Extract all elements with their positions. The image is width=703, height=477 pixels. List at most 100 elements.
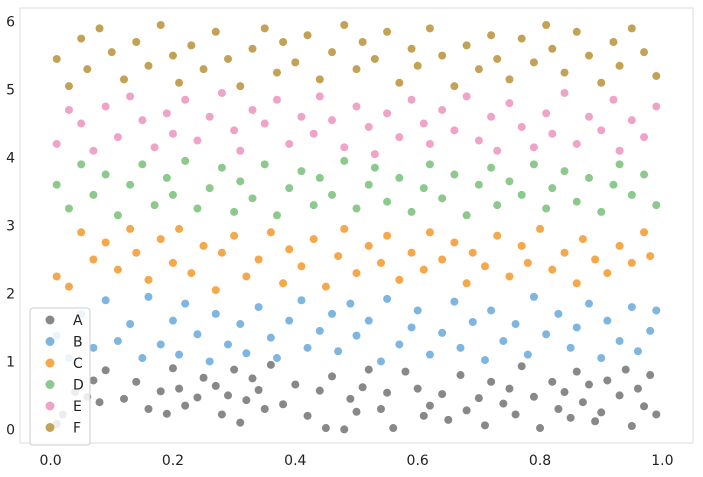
point-b-58 bbox=[652, 306, 661, 315]
point-a-4 bbox=[89, 376, 98, 385]
point-e-31 bbox=[407, 95, 416, 104]
point-e-44 bbox=[548, 129, 557, 138]
point-a-22 bbox=[242, 396, 251, 405]
point-a-10 bbox=[156, 387, 165, 396]
point-c-0 bbox=[52, 272, 61, 281]
point-a-40 bbox=[389, 424, 398, 433]
point-e-49 bbox=[609, 95, 618, 104]
point-a-65 bbox=[591, 417, 600, 426]
point-a-9 bbox=[144, 405, 153, 414]
point-b-8 bbox=[144, 292, 153, 301]
point-e-0 bbox=[52, 139, 61, 148]
point-c-22 bbox=[297, 262, 306, 271]
point-b-53 bbox=[603, 316, 612, 325]
point-d-5 bbox=[113, 211, 122, 220]
point-e-53 bbox=[652, 102, 661, 111]
point-a-23 bbox=[248, 374, 257, 383]
point-c-27 bbox=[352, 269, 361, 278]
point-f-38 bbox=[487, 31, 496, 40]
point-d-14 bbox=[217, 163, 226, 172]
y-tick-label: 1 bbox=[6, 354, 15, 370]
point-c-15 bbox=[217, 248, 226, 257]
point-d-21 bbox=[297, 167, 306, 176]
point-c-13 bbox=[199, 241, 208, 250]
point-c-1 bbox=[64, 282, 73, 291]
point-c-38 bbox=[468, 248, 477, 257]
y-tick-label: 0 bbox=[6, 422, 15, 438]
point-b-19 bbox=[254, 303, 263, 312]
point-f-36 bbox=[462, 41, 471, 50]
point-d-1 bbox=[64, 204, 73, 213]
point-f-13 bbox=[199, 65, 208, 74]
point-a-5 bbox=[95, 398, 104, 407]
point-f-1 bbox=[64, 82, 73, 91]
point-f-48 bbox=[597, 78, 606, 87]
point-c-33 bbox=[419, 265, 428, 274]
point-c-19 bbox=[266, 228, 275, 237]
point-e-37 bbox=[474, 136, 483, 145]
point-a-6 bbox=[101, 366, 110, 375]
point-f-41 bbox=[517, 34, 526, 43]
point-a-21 bbox=[236, 418, 245, 427]
point-e-43 bbox=[542, 109, 551, 118]
point-c-28 bbox=[364, 241, 373, 250]
point-e-11 bbox=[181, 95, 190, 104]
point-d-43 bbox=[542, 204, 551, 213]
legend-marker-a bbox=[45, 315, 55, 325]
point-c-14 bbox=[211, 286, 220, 295]
point-d-17 bbox=[248, 194, 257, 203]
point-b-33 bbox=[395, 340, 404, 349]
point-b-7 bbox=[138, 354, 147, 363]
legend-label-e: E bbox=[73, 399, 82, 415]
point-b-29 bbox=[352, 331, 361, 340]
point-a-66 bbox=[597, 408, 606, 417]
point-f-10 bbox=[168, 51, 177, 60]
point-d-36 bbox=[462, 211, 471, 220]
points-layer bbox=[52, 20, 661, 434]
point-d-25 bbox=[340, 156, 349, 165]
point-c-36 bbox=[450, 238, 459, 247]
point-d-35 bbox=[450, 170, 459, 179]
point-d-29 bbox=[383, 197, 392, 206]
point-b-40 bbox=[468, 318, 477, 327]
point-a-30 bbox=[315, 386, 324, 395]
point-b-39 bbox=[456, 343, 465, 352]
point-b-4 bbox=[101, 296, 110, 305]
x-tick-label: 1.0 bbox=[651, 453, 673, 469]
point-b-44 bbox=[511, 320, 520, 329]
point-d-22 bbox=[309, 201, 318, 210]
point-e-20 bbox=[285, 139, 294, 148]
point-d-19 bbox=[272, 211, 281, 220]
point-a-67 bbox=[603, 376, 612, 385]
point-a-19 bbox=[224, 391, 233, 400]
point-e-7 bbox=[138, 116, 147, 125]
point-a-52 bbox=[499, 399, 508, 408]
x-tick-label: 0.0 bbox=[39, 453, 61, 469]
point-c-20 bbox=[279, 279, 288, 288]
point-e-40 bbox=[505, 99, 514, 108]
point-e-41 bbox=[517, 122, 526, 131]
point-a-74 bbox=[652, 410, 661, 419]
point-d-30 bbox=[395, 173, 404, 182]
point-f-9 bbox=[156, 20, 165, 29]
point-e-5 bbox=[113, 133, 122, 142]
point-a-28 bbox=[291, 380, 300, 389]
point-d-31 bbox=[407, 207, 416, 216]
point-b-9 bbox=[156, 340, 165, 349]
y-tick-label: 5 bbox=[6, 83, 15, 99]
point-d-52 bbox=[640, 170, 649, 179]
point-f-47 bbox=[584, 51, 593, 60]
point-a-17 bbox=[211, 381, 220, 390]
point-d-46 bbox=[572, 197, 581, 206]
point-d-7 bbox=[138, 160, 147, 169]
legend-marker-d bbox=[45, 380, 55, 389]
point-c-7 bbox=[132, 248, 141, 257]
point-c-44 bbox=[536, 224, 545, 233]
legend-label-d: D bbox=[73, 378, 84, 394]
point-d-50 bbox=[615, 160, 624, 169]
point-e-50 bbox=[615, 146, 624, 155]
point-f-46 bbox=[572, 27, 581, 36]
point-b-43 bbox=[499, 337, 508, 346]
point-e-28 bbox=[370, 150, 379, 159]
point-c-3 bbox=[89, 255, 98, 264]
